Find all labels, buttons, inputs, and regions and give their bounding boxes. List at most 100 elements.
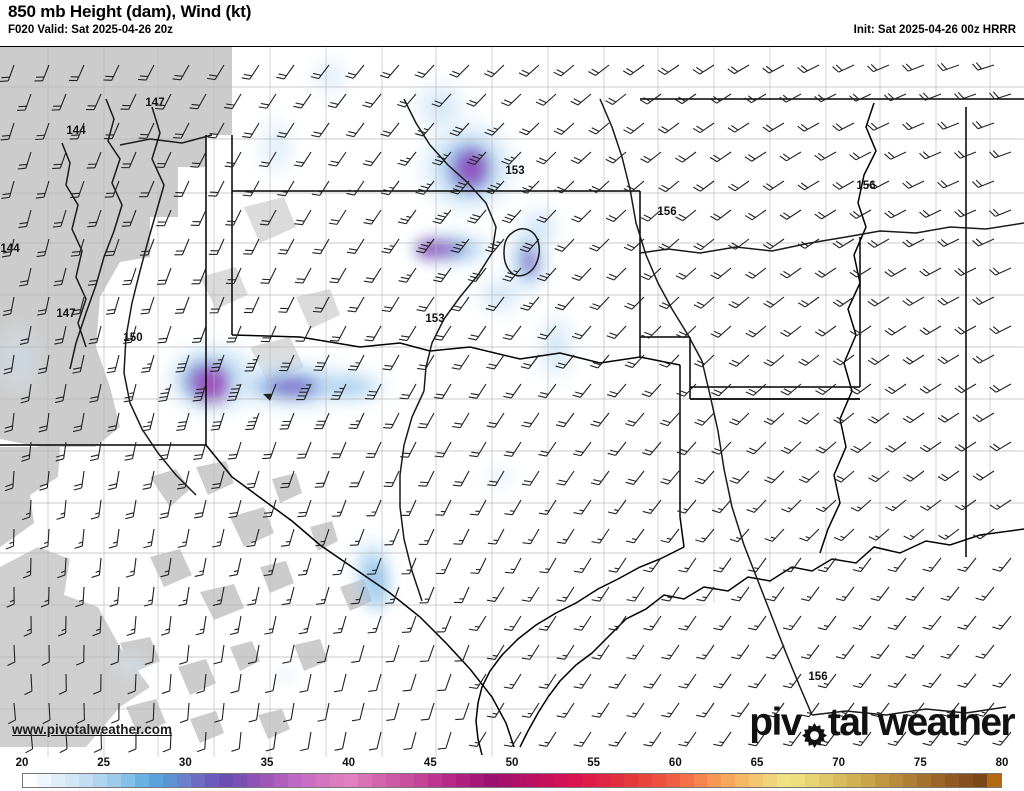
wind-barb [72, 412, 85, 433]
gulf-water-layer [516, 527, 1024, 757]
wind-barb [449, 64, 470, 78]
wind-barb [21, 499, 32, 521]
wind-barb [294, 267, 312, 284]
wind-barb [486, 702, 505, 718]
wind-barb [108, 470, 120, 491]
wind-barb [902, 238, 925, 248]
wind-barb [849, 267, 872, 278]
wind-barb [503, 615, 522, 631]
wind-barb [418, 470, 435, 487]
wind-barb [401, 557, 417, 575]
wind-barb [693, 180, 715, 192]
wind-barb [902, 296, 925, 307]
wind-barb [972, 179, 995, 188]
colorbar-gradient[interactable] [22, 773, 1002, 788]
colorbar-swatch [456, 774, 470, 787]
wind-barb [379, 64, 400, 79]
wind-barb [279, 412, 295, 430]
contour-label: 156 [808, 671, 827, 683]
colorbar-swatch [917, 774, 931, 787]
colorbar-swatch [483, 774, 498, 787]
wind-barb [226, 325, 242, 343]
wind-barb [731, 702, 750, 718]
wind-barb [450, 238, 470, 253]
wind-barb [919, 151, 942, 160]
wind-barb [625, 412, 645, 427]
wind-barb [591, 528, 610, 544]
colorbar-swatch [92, 774, 107, 787]
wind-barb [158, 441, 172, 461]
wind-barb [605, 151, 627, 164]
wind-barb [919, 209, 942, 218]
wind-barb [521, 702, 540, 718]
colorbar-swatch [903, 774, 917, 787]
colorbar-swatch [889, 774, 904, 787]
wind-barb [676, 383, 697, 397]
wind-barb [696, 644, 715, 660]
wind-barb [103, 64, 120, 81]
wind-barb [692, 64, 715, 75]
wind-barb [814, 325, 837, 337]
wind-barb [207, 122, 225, 139]
wind-barb [191, 325, 207, 343]
wind-barb [349, 470, 365, 488]
wind-barb [22, 557, 32, 579]
colorbar-swatch [944, 774, 959, 787]
contour-label: 156 [856, 180, 875, 192]
wind-barb [348, 354, 365, 371]
wind-barb [902, 122, 925, 131]
wind-barb [919, 92, 942, 101]
wind-barb [571, 209, 592, 223]
colorbar-swatch [148, 774, 163, 787]
wind-barb [919, 441, 942, 453]
wind-barb [762, 122, 785, 133]
wind-barb [744, 93, 767, 104]
wind-barb [658, 180, 680, 193]
wind-barb [623, 122, 645, 135]
wind-barb [92, 615, 102, 637]
wind-barb [504, 557, 522, 574]
wind-barb [989, 499, 1012, 510]
wind-barb [800, 644, 820, 660]
wind-barb [35, 180, 50, 199]
wind-barb [538, 673, 557, 689]
wind-barb [902, 180, 925, 189]
wind-barb [762, 238, 785, 250]
wind-barb [5, 528, 15, 550]
wind-barb [920, 499, 942, 511]
wind-barb [362, 93, 382, 108]
wind-barb [779, 267, 802, 279]
wind-barb [521, 412, 540, 428]
colorbar[interactable]: 20 25 30 35 40 45 50 55 60 65 70 75 80 [0, 757, 1024, 791]
wind-barb [867, 296, 890, 307]
wind-barb [248, 702, 260, 723]
colorbar-swatch [470, 774, 484, 787]
wind-barb [522, 528, 540, 545]
map-canvas[interactable]: 147 144 144 147 150 153 153 156 156 156 … [0, 46, 1024, 758]
wind-barb [832, 180, 855, 190]
wind-barb [364, 325, 382, 342]
wind-barb [331, 499, 347, 517]
contour-label: 153 [425, 313, 444, 325]
wind-barb [54, 325, 67, 345]
wind-barb [954, 499, 977, 511]
wind-barb [314, 470, 330, 488]
wind-barb [69, 122, 85, 140]
wind-barb [245, 470, 260, 489]
wind-barb [54, 383, 67, 404]
wind-barb [657, 64, 680, 76]
wind-barb [1, 238, 15, 258]
wind-barb [626, 644, 645, 660]
colorbar-tick: 30 [178, 757, 192, 769]
wind-barb [919, 267, 942, 277]
wind-barb [989, 383, 1012, 393]
wind-barb [520, 296, 540, 311]
wind-barb [693, 238, 715, 251]
wind-barbs-layer [0, 62, 1012, 754]
county-boundaries-layer [0, 47, 1024, 757]
wind-barb [19, 267, 32, 287]
wind-barb [400, 441, 417, 458]
wind-barb [867, 238, 890, 248]
wind-barb [870, 586, 890, 602]
wind-barb [381, 238, 400, 254]
